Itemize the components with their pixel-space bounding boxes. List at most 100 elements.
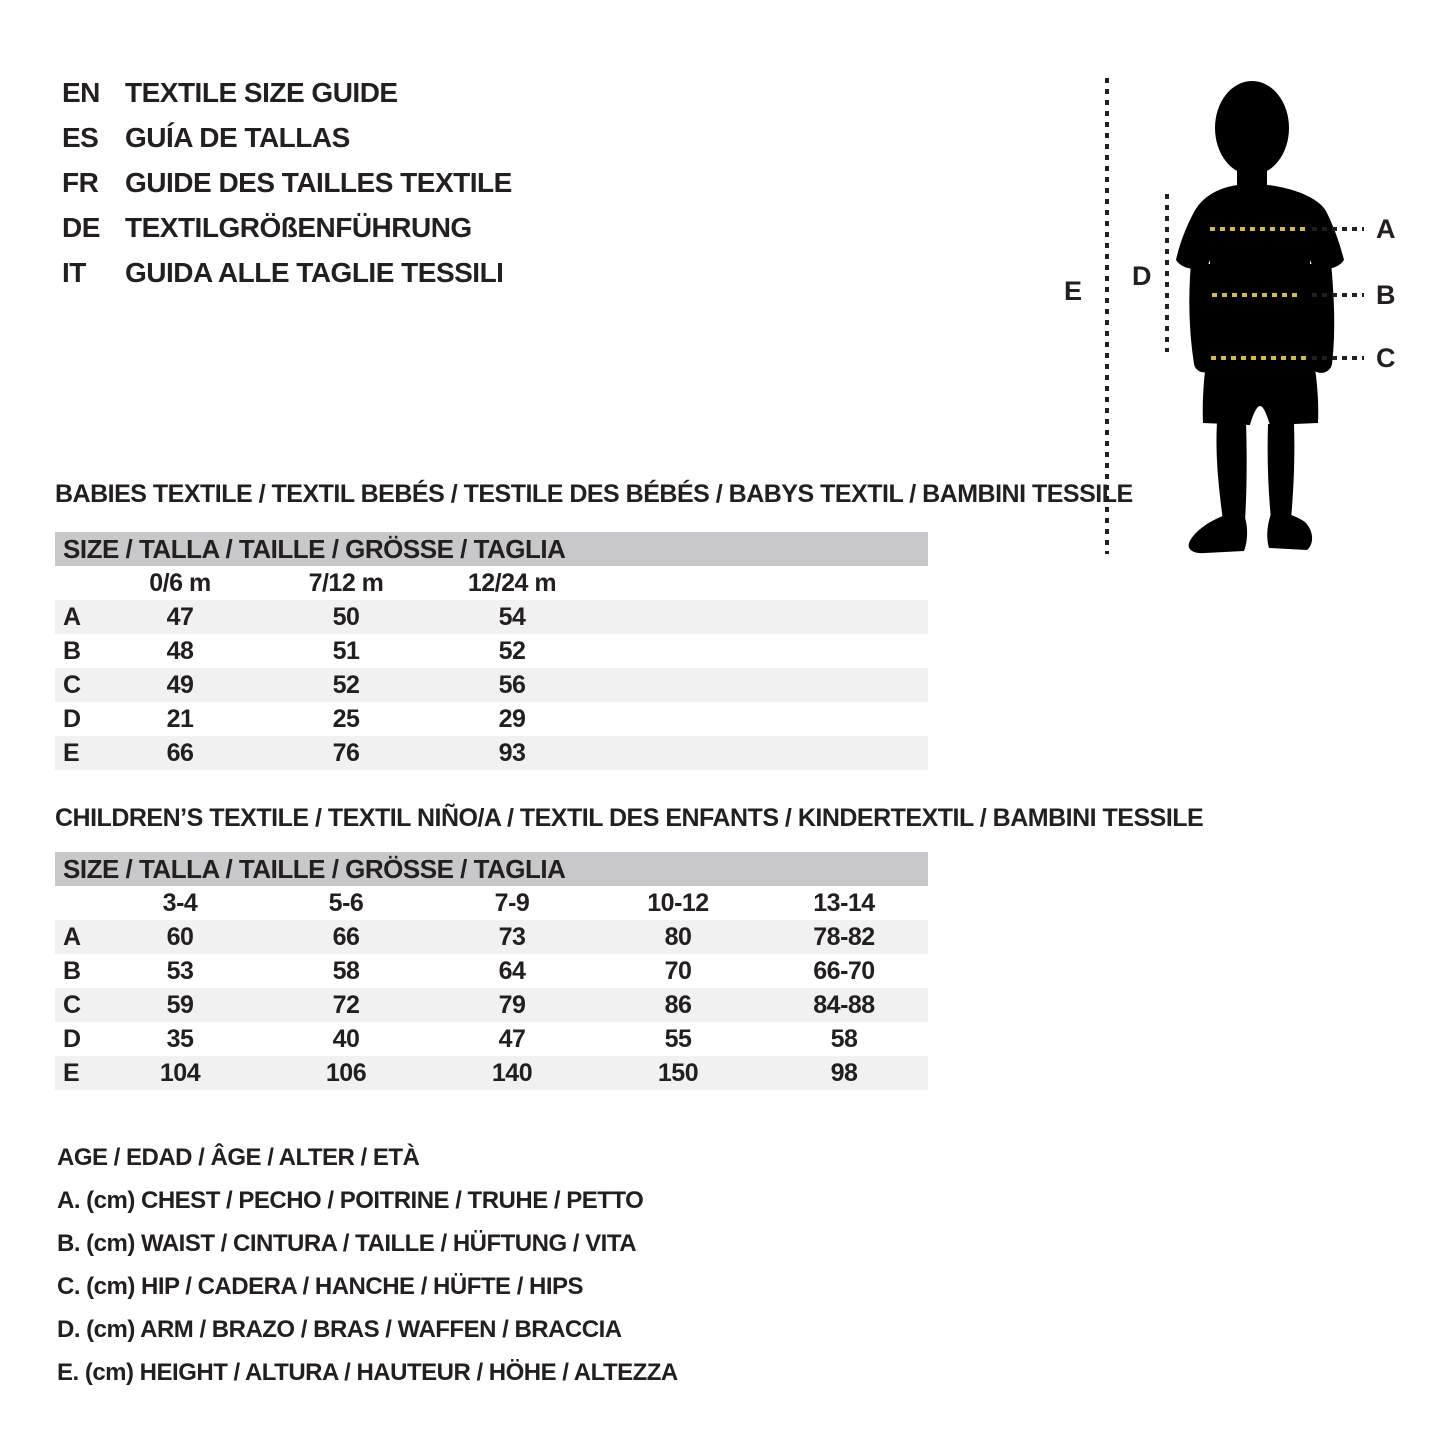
column-header: 0/6 m (149, 569, 211, 597)
child-silhouette (1176, 81, 1344, 554)
legend-height: E. (cm) HEIGHT / ALTURA / HAUTEUR / HÖHE… (57, 1359, 678, 1386)
guide-title: TEXTILE SIZE GUIDE (125, 76, 398, 108)
measure-label-c: C (1376, 343, 1396, 373)
cell-value: 78-82 (813, 923, 875, 951)
column-header: 5-6 (328, 889, 364, 917)
table-row-b: B 48 51 52 (55, 634, 928, 668)
hip-pointer-line-c (1312, 356, 1364, 360)
language-code: FR (62, 166, 99, 198)
table-row-c: C 49 52 56 (55, 668, 928, 702)
row-label: E (63, 1059, 80, 1087)
cell-value: 93 (498, 739, 526, 767)
cell-value: 58 (830, 1025, 858, 1053)
cell-value: 47 (166, 603, 194, 631)
column-header-row: 3-4 5-6 7-9 10-12 13-14 (55, 886, 928, 920)
cell-value: 53 (166, 957, 194, 985)
guide-title: GUIDE DES TAILLES TEXTILE (125, 166, 512, 198)
table-row-a: A 47 50 54 (55, 600, 928, 634)
legend-chest: A. (cm) CHEST / PECHO / POITRINE / TRUHE… (57, 1187, 644, 1214)
legend-arm: D. (cm) ARM / BRAZO / BRAS / WAFFEN / BR… (57, 1316, 622, 1343)
table-row-d: D 35 40 47 55 58 (55, 1022, 928, 1056)
language-code: ES (62, 121, 99, 153)
cell-value: 40 (332, 1025, 360, 1053)
cell-value: 50 (332, 603, 360, 631)
cell-value: 52 (332, 671, 360, 699)
babies-section-title: BABIES TEXTILE / TEXTIL BEBÉS / TESTILE … (55, 480, 1133, 508)
row-label: B (63, 637, 81, 665)
row-label: A (63, 603, 81, 631)
language-code: EN (62, 76, 100, 108)
measure-label-a: A (1376, 214, 1396, 244)
column-header: 7/12 m (308, 569, 384, 597)
row-label: D (63, 1025, 81, 1053)
row-label: B (63, 957, 81, 985)
children-section-title: CHILDREN’S TEXTILE / TEXTIL NIÑO/A / TEX… (55, 804, 1204, 832)
row-label: C (63, 671, 81, 699)
cell-value: 106 (325, 1059, 367, 1087)
cell-value: 55 (664, 1025, 692, 1053)
cell-value: 47 (498, 1025, 526, 1053)
arm-measure-line-d (1165, 194, 1169, 352)
language-row-it: IT GUIDA ALLE TAGLIE TESSILI (62, 250, 512, 295)
table-row-a: A 60 66 73 80 78-82 (55, 920, 928, 954)
legend-waist: B. (cm) WAIST / CINTURA / TAILLE / HÜFTU… (57, 1230, 637, 1257)
cell-value: 52 (498, 637, 526, 665)
waist-pointer-line-b (1312, 293, 1364, 297)
table-row-e: E 66 76 93 (55, 736, 928, 770)
cell-value: 66-70 (813, 957, 875, 985)
cell-value: 70 (664, 957, 692, 985)
cell-value: 49 (166, 671, 194, 699)
size-header-bar: SIZE / TALLA / TAILLE / GRÖSSE / TAGLIA (55, 532, 928, 566)
silhouette-right-shoe (1267, 512, 1313, 550)
guide-title: GUÍA DE TALLAS (125, 121, 350, 153)
waist-measure-line-b (1212, 293, 1300, 297)
language-row-es: ES GUÍA DE TALLAS (62, 115, 512, 160)
silhouette-head (1215, 81, 1289, 175)
cell-value: 76 (332, 739, 360, 767)
language-row-en: EN TEXTILE SIZE GUIDE (62, 70, 512, 115)
cell-value: 60 (166, 923, 194, 951)
cell-value: 80 (664, 923, 692, 951)
language-row-fr: FR GUIDE DES TAILLES TEXTILE (62, 160, 512, 205)
language-code: IT (62, 256, 86, 288)
cell-value: 79 (498, 991, 526, 1019)
cell-value: 35 (166, 1025, 194, 1053)
cell-value: 86 (664, 991, 692, 1019)
silhouette-left-arm (1189, 262, 1214, 373)
column-header-row: 0/6 m 7/12 m 12/24 m (55, 566, 928, 600)
height-measure-line-e (1105, 78, 1109, 554)
cell-value: 73 (498, 923, 526, 951)
column-header: 13-14 (813, 889, 875, 917)
cell-value: 66 (332, 923, 360, 951)
row-label: A (63, 923, 81, 951)
cell-value: 25 (332, 705, 360, 733)
silhouette-right-leg (1267, 424, 1295, 519)
cell-value: 54 (498, 603, 526, 631)
measure-label-e: E (1064, 276, 1082, 306)
row-label: C (63, 991, 81, 1019)
cell-value: 84-88 (813, 991, 875, 1019)
babies-size-table: SIZE / TALLA / TAILLE / GRÖSSE / TAGLIA … (55, 532, 928, 770)
cell-value: 51 (332, 637, 360, 665)
cell-value: 64 (498, 957, 526, 985)
guide-title: GUIDA ALLE TAGLIE TESSILI (125, 256, 504, 288)
size-header-bar: SIZE / TALLA / TAILLE / GRÖSSE / TAGLIA (55, 852, 928, 886)
chest-measure-line-a (1210, 227, 1307, 231)
language-code: DE (62, 211, 100, 243)
cell-value: 66 (166, 739, 194, 767)
chest-pointer-line-a (1312, 227, 1364, 231)
cell-value: 104 (159, 1059, 201, 1087)
table-row-e: E 104 106 140 150 98 (55, 1056, 928, 1090)
row-label: D (63, 705, 81, 733)
silhouette-left-leg (1216, 422, 1247, 521)
cell-value: 140 (491, 1059, 533, 1087)
column-header: 3-4 (162, 889, 198, 917)
measure-label-b: B (1376, 280, 1396, 310)
legend-age: AGE / EDAD / ÂGE / ALTER / ETÀ (57, 1144, 420, 1171)
table-row-c: C 59 72 79 86 84-88 (55, 988, 928, 1022)
silhouette-left-shoe (1188, 516, 1248, 554)
table-row-b: B 53 58 64 70 66-70 (55, 954, 928, 988)
children-size-table: SIZE / TALLA / TAILLE / GRÖSSE / TAGLIA … (55, 852, 928, 1090)
cell-value: 56 (498, 671, 526, 699)
